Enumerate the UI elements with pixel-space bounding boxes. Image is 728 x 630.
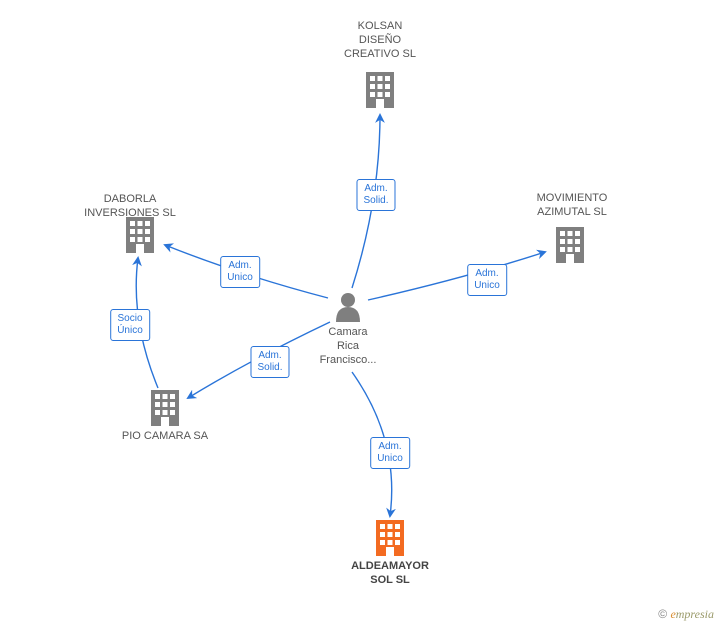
brand-rest: mpresia [676,607,714,621]
diagram-canvas [0,0,728,630]
copyright-symbol: © [658,607,667,621]
building-icon-daborla [126,217,154,253]
person-icon-person [336,293,360,322]
node-label-person: Camara Rica Francisco... [320,326,377,367]
node-label-movimiento: MOVIMIENTO AZIMUTAL SL [537,192,608,220]
edge-badge-e-daborla: Adm. Unico [220,256,260,288]
edge-e-movimiento [368,252,545,300]
building-icon-aldeamayor [376,520,404,556]
building-icon-kolsan [366,72,394,108]
edge-badge-e-pio-dab: Socio Único [110,309,150,341]
edge-badge-e-movimiento: Adm. Unico [467,264,507,296]
node-label-kolsan: KOLSAN DISEÑO CREATIVO SL [344,20,416,61]
building-icon-piocamara [151,390,179,426]
nodes-layer [126,72,584,556]
edge-badge-e-aldeamayor: Adm. Unico [370,437,410,469]
footer-credit: © empresia [658,607,714,622]
building-icon-movimiento [556,227,584,263]
node-label-aldeamayor: ALDEAMAYOR SOL SL [351,560,429,588]
node-label-piocamara: PIO CAMARA SA [122,430,208,444]
node-label-daborla: DABORLA INVERSIONES SL [84,193,176,221]
edge-badge-e-kolsan: Adm. Solid. [356,179,395,211]
edge-badge-e-piocamara: Adm. Solid. [250,346,289,378]
